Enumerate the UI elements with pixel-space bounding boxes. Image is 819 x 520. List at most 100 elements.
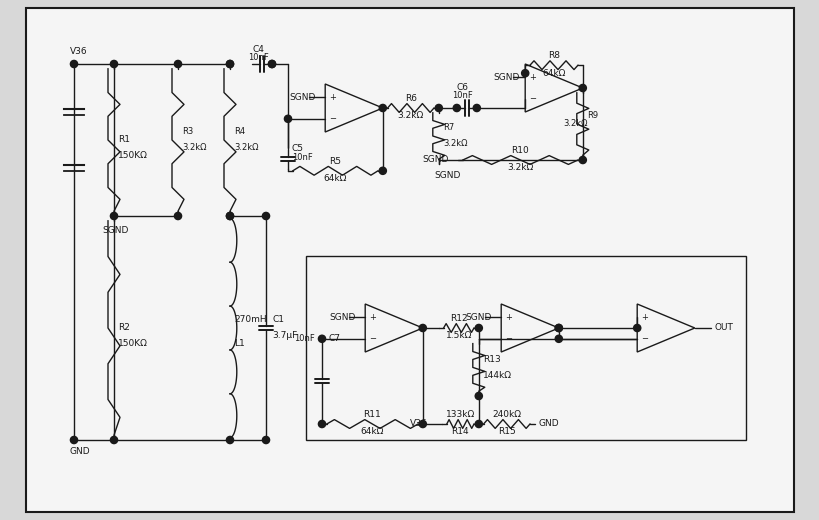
Text: R7: R7 bbox=[442, 123, 454, 133]
Text: GND: GND bbox=[70, 448, 91, 457]
Circle shape bbox=[419, 420, 426, 427]
Circle shape bbox=[453, 105, 459, 112]
Text: 64kΩ: 64kΩ bbox=[360, 427, 383, 436]
Text: C7: C7 bbox=[328, 334, 340, 343]
Circle shape bbox=[554, 335, 562, 342]
Text: 64kΩ: 64kΩ bbox=[541, 69, 565, 77]
Circle shape bbox=[226, 60, 233, 68]
Text: 3.2kΩ: 3.2kΩ bbox=[562, 120, 586, 128]
Text: R3: R3 bbox=[182, 127, 193, 136]
Text: SGND: SGND bbox=[492, 73, 519, 82]
Text: OUT: OUT bbox=[714, 323, 733, 332]
Text: SGND: SGND bbox=[464, 313, 491, 322]
Text: 3.2kΩ: 3.2kΩ bbox=[182, 144, 206, 152]
Circle shape bbox=[521, 70, 528, 77]
Circle shape bbox=[473, 105, 480, 112]
Circle shape bbox=[435, 105, 442, 112]
Text: −: − bbox=[528, 94, 536, 103]
Text: 270mH: 270mH bbox=[233, 316, 266, 324]
Text: R8: R8 bbox=[547, 51, 559, 60]
Text: R1: R1 bbox=[118, 136, 130, 145]
Text: R14: R14 bbox=[451, 427, 468, 436]
Circle shape bbox=[226, 60, 233, 68]
Circle shape bbox=[226, 212, 233, 219]
Text: 10nF: 10nF bbox=[452, 92, 473, 100]
Circle shape bbox=[268, 60, 275, 68]
Circle shape bbox=[226, 436, 233, 444]
Text: 133kΩ: 133kΩ bbox=[446, 410, 474, 419]
Text: V36: V36 bbox=[410, 420, 427, 428]
Text: 10nF: 10nF bbox=[292, 153, 312, 162]
Text: −: − bbox=[640, 334, 647, 343]
Circle shape bbox=[262, 212, 269, 219]
Text: −: − bbox=[328, 114, 336, 123]
Text: 3.7μF: 3.7μF bbox=[272, 332, 297, 341]
Text: 10nF: 10nF bbox=[247, 53, 268, 62]
Text: R12: R12 bbox=[450, 314, 467, 323]
Circle shape bbox=[378, 167, 386, 174]
Circle shape bbox=[268, 60, 275, 68]
Text: 3.2kΩ: 3.2kΩ bbox=[397, 111, 423, 121]
Text: C5: C5 bbox=[292, 144, 304, 153]
Circle shape bbox=[262, 436, 269, 444]
Text: R6: R6 bbox=[405, 94, 416, 103]
Text: SGND: SGND bbox=[102, 226, 129, 235]
Text: R4: R4 bbox=[233, 127, 245, 136]
Text: R13: R13 bbox=[482, 355, 500, 364]
Circle shape bbox=[174, 60, 181, 68]
Text: SGND: SGND bbox=[434, 172, 460, 180]
Text: 64kΩ: 64kΩ bbox=[324, 174, 346, 184]
Text: 3.2kΩ: 3.2kΩ bbox=[233, 144, 258, 152]
Text: +: + bbox=[640, 313, 647, 322]
Circle shape bbox=[475, 324, 482, 332]
Circle shape bbox=[111, 212, 117, 219]
Circle shape bbox=[318, 335, 325, 342]
Text: 150KΩ: 150KΩ bbox=[118, 340, 147, 348]
Text: 144kΩ: 144kΩ bbox=[482, 371, 511, 380]
Text: C6: C6 bbox=[456, 84, 468, 93]
Text: 3.2kΩ: 3.2kΩ bbox=[507, 163, 533, 173]
Circle shape bbox=[318, 420, 325, 427]
Text: R2: R2 bbox=[118, 323, 129, 332]
Text: +: + bbox=[528, 73, 536, 82]
Text: 1.5kΩ: 1.5kΩ bbox=[445, 332, 472, 341]
Circle shape bbox=[70, 436, 78, 444]
Circle shape bbox=[554, 324, 562, 332]
Text: −: − bbox=[369, 334, 376, 343]
Circle shape bbox=[174, 212, 181, 219]
Text: SGND: SGND bbox=[289, 93, 315, 102]
Text: 3.2kΩ: 3.2kΩ bbox=[442, 139, 467, 149]
Circle shape bbox=[633, 324, 640, 332]
Circle shape bbox=[578, 157, 586, 164]
Text: R10: R10 bbox=[511, 146, 528, 155]
Text: +: + bbox=[505, 313, 511, 322]
Circle shape bbox=[475, 420, 482, 427]
Text: −: − bbox=[505, 334, 512, 343]
Text: SGND: SGND bbox=[422, 155, 448, 164]
Circle shape bbox=[378, 105, 386, 112]
Circle shape bbox=[419, 324, 426, 332]
Text: +: + bbox=[369, 313, 376, 322]
Text: GND: GND bbox=[538, 420, 559, 428]
Text: R9: R9 bbox=[586, 111, 597, 121]
Circle shape bbox=[111, 436, 117, 444]
Circle shape bbox=[111, 60, 117, 68]
Text: +: + bbox=[328, 93, 336, 102]
Text: L1: L1 bbox=[233, 340, 244, 348]
Text: 150KΩ: 150KΩ bbox=[118, 151, 147, 161]
Text: 240kΩ: 240kΩ bbox=[491, 410, 521, 419]
Circle shape bbox=[578, 84, 586, 92]
Text: V36: V36 bbox=[70, 47, 88, 57]
Text: R11: R11 bbox=[363, 410, 381, 419]
Text: C4: C4 bbox=[251, 45, 264, 54]
Text: R5: R5 bbox=[329, 157, 341, 166]
Circle shape bbox=[70, 60, 78, 68]
Circle shape bbox=[554, 324, 562, 332]
Text: SGND: SGND bbox=[328, 313, 355, 322]
FancyBboxPatch shape bbox=[26, 8, 793, 512]
Circle shape bbox=[226, 212, 233, 219]
Text: C1: C1 bbox=[272, 316, 284, 324]
Text: R15: R15 bbox=[497, 427, 515, 436]
Text: 10nF: 10nF bbox=[294, 334, 314, 343]
Circle shape bbox=[284, 115, 292, 122]
